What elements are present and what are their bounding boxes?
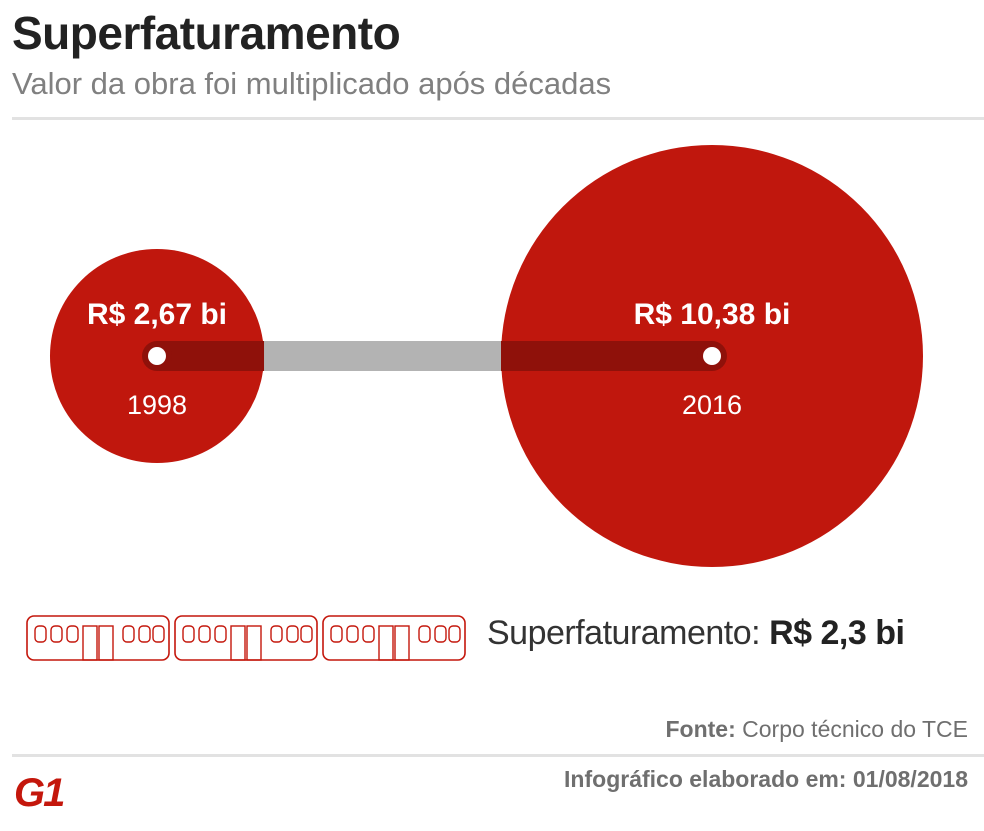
page-subtitle: Valor da obra foi multiplicado após déca…	[12, 66, 612, 101]
year-label-2016: 2016	[682, 390, 742, 420]
overbilling-value: R$ 2,3 bi	[769, 614, 905, 652]
train-door	[230, 625, 246, 661]
bubble-chart: R$ 2,67 bi 1998 R$ 10,38 bi 2016	[49, 145, 923, 567]
value-label-1998: R$ 2,67 bi	[87, 298, 227, 331]
train-window	[182, 625, 195, 643]
train-window	[448, 625, 461, 643]
footer-divider	[12, 754, 984, 757]
train-window	[270, 625, 283, 643]
train-door	[378, 625, 394, 661]
source-label: Fonte:	[665, 716, 736, 742]
train-window	[66, 625, 79, 643]
source-value: Corpo técnico do TCE	[742, 716, 968, 742]
credit-line: Infográfico elaborado em: 01/08/2018	[564, 766, 968, 793]
year-label-1998: 1998	[127, 390, 187, 420]
top-divider	[12, 117, 984, 120]
train-door	[246, 625, 262, 661]
train-window	[330, 625, 343, 643]
marker-dot-2016	[703, 347, 721, 365]
g1-logo: G1	[14, 772, 66, 812]
train-door	[98, 625, 114, 661]
train-window	[346, 625, 359, 643]
train-door	[82, 625, 98, 661]
logo-text: G1	[14, 772, 64, 812]
train-window	[214, 625, 227, 643]
train-cars-graphic	[26, 615, 466, 661]
connector-overlap-right	[501, 341, 712, 371]
train-window	[138, 625, 151, 643]
train-window	[50, 625, 63, 643]
train-window	[152, 625, 165, 643]
credit-date: 01/08/2018	[852, 766, 968, 792]
train-car-icon	[174, 615, 318, 661]
train-window	[122, 625, 135, 643]
train-window	[198, 625, 211, 643]
connector-overlap-left	[157, 341, 265, 371]
source-line: Fonte: Corpo técnico do TCE	[665, 716, 968, 743]
train-window	[362, 625, 375, 643]
train-door	[394, 625, 410, 661]
marker-dot-1998	[148, 347, 166, 365]
credit-label: Infográfico elaborado em:	[564, 766, 847, 792]
train-window	[434, 625, 447, 643]
train-car-icon	[26, 615, 170, 661]
train-window	[34, 625, 47, 643]
page-title: Superfaturamento	[12, 7, 401, 59]
train-window	[300, 625, 313, 643]
value-label-2016: R$ 10,38 bi	[634, 298, 791, 331]
train-car-icon	[322, 615, 466, 661]
overbilling-label: Superfaturamento:	[487, 614, 761, 652]
train-window	[418, 625, 431, 643]
train-window	[286, 625, 299, 643]
overbilling-summary: Superfaturamento: R$ 2,3 bi	[487, 614, 905, 653]
